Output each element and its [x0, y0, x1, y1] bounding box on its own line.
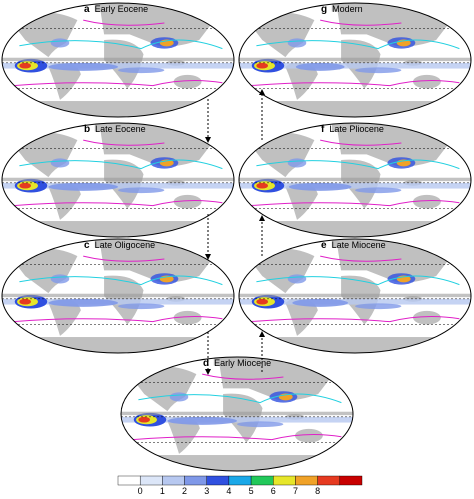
colorbar-tick-label: 1	[160, 486, 165, 496]
panel-letter-g: g	[321, 4, 327, 15]
panel-letter-f: f	[321, 124, 325, 135]
map-outline-d	[120, 356, 354, 472]
colorbar-tick-label: 6	[271, 486, 276, 496]
colorbar-swatch	[162, 475, 185, 486]
colorbar: 0 1 2 3 4 5 6 7 8	[117, 475, 363, 496]
colorbar-tick-label: 0	[138, 486, 143, 496]
colorbar-tick-label: 8	[315, 486, 320, 496]
colorbar-tick-label: 2	[182, 486, 187, 496]
panel-letter-e: e	[321, 240, 327, 251]
contour-magenta-c	[13, 316, 223, 323]
panel-title-text-d: Early Miocene	[214, 358, 271, 368]
colorbar-swatch	[317, 475, 341, 486]
contour-cyan-a	[19, 39, 223, 50]
map-outline-a	[1, 2, 235, 118]
panel-title-g: g Modern	[321, 4, 363, 15]
panel-letter-c: c	[84, 240, 90, 251]
map-panel-a: a Early Eocene	[1, 2, 235, 118]
colorbar-tick-label: 4	[226, 486, 231, 496]
panel-letter-d: d	[203, 358, 209, 369]
panel-title-text-g: Modern	[332, 4, 363, 14]
map-panel-b: b Late Eocene	[1, 122, 235, 238]
colorbar-tick-label: 5	[249, 486, 254, 496]
colorbar-swatch	[295, 475, 318, 486]
precip-e	[239, 273, 471, 310]
panel-title-d: d Early Miocene	[203, 358, 271, 369]
contour-magenta-e	[250, 316, 460, 323]
contour-cyan-c	[19, 275, 223, 286]
colorbar-swatch	[228, 475, 252, 486]
panel-title-a: a Early Eocene	[84, 4, 148, 15]
precip-b	[2, 157, 234, 194]
map-outline-g	[238, 2, 472, 118]
contour-magenta-g	[250, 80, 460, 87]
panel-title-text-c: Late Oligocene	[95, 240, 156, 250]
colorbar-swatch	[339, 475, 363, 486]
contour-magenta-d	[132, 434, 342, 441]
contour-cyan-d	[138, 393, 342, 404]
precip-g	[239, 37, 471, 74]
panel-title-e: e Late Miocene	[321, 240, 386, 251]
colorbar-swatch	[139, 475, 163, 486]
colorbar-swatch	[184, 475, 207, 486]
map-outline-f	[238, 122, 472, 238]
panel-title-b: b Late Eocene	[84, 124, 146, 135]
panel-title-f: f Late Pliocene	[321, 124, 384, 135]
map-outline-c	[1, 238, 235, 354]
colorbar-swatch	[117, 475, 141, 486]
colorbar-swatch	[206, 475, 230, 486]
map-panel-g: g Modern	[238, 2, 472, 118]
panel-letter-a: a	[84, 4, 90, 15]
panel-letter-b: b	[84, 124, 90, 135]
map-outline-e	[238, 238, 472, 354]
panel-title-text-e: Late Miocene	[332, 240, 386, 250]
colorbar-tick-label: 3	[204, 486, 209, 496]
contour-cyan-g	[256, 39, 460, 50]
colorbar-swatch	[273, 475, 296, 486]
contour-magenta-f	[250, 200, 460, 207]
colorbar-tick-label: 7	[293, 486, 298, 496]
map-outline-b	[1, 122, 235, 238]
panel-title-c: c Late Oligocene	[84, 240, 155, 251]
contour-cyan-f	[256, 159, 460, 170]
contour-magenta-b	[13, 200, 223, 207]
panel-title-text-b: Late Eocene	[95, 124, 146, 134]
panel-title-text-a: Early Eocene	[95, 4, 149, 14]
contour-cyan-b	[19, 159, 223, 170]
contour-magenta-a	[13, 80, 223, 87]
panel-title-text-f: Late Pliocene	[329, 124, 384, 134]
contour-cyan-e	[256, 275, 460, 286]
precip-d	[121, 391, 353, 428]
colorbar-swatch	[250, 475, 274, 486]
map-panel-e: e Late Miocene	[238, 238, 472, 354]
